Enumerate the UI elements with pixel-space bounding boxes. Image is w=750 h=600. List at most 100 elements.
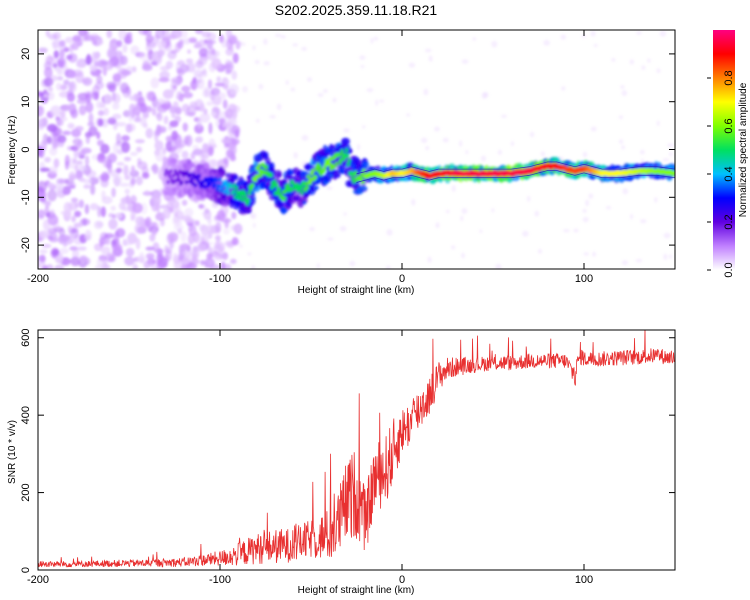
noise-blob: [274, 33, 282, 37]
noise-blob: [124, 188, 130, 195]
ridge-core: [337, 152, 342, 157]
noise-blob: [135, 146, 143, 153]
noise-blob: [64, 154, 70, 166]
noise-blob: [196, 73, 208, 78]
ridge-core: [197, 174, 201, 179]
ridge-core: [345, 153, 350, 159]
noise-blob: [316, 263, 320, 269]
noise-blob: [622, 188, 629, 195]
noise-blob: [54, 264, 65, 269]
noise-blob: [255, 118, 260, 124]
noise-blob: [110, 205, 116, 211]
noise-blob: [69, 70, 77, 79]
noise-blob: [668, 151, 673, 157]
snr-y-tick-label: 400: [20, 406, 32, 424]
noise-blob: [151, 96, 158, 108]
noise-blob: [472, 37, 477, 41]
noise-blob: [151, 107, 157, 116]
noise-blob: [192, 144, 199, 150]
spectrogram-x-tick-label: -200: [27, 273, 49, 285]
noise-blob: [179, 63, 190, 73]
noise-blob: [373, 36, 379, 41]
noise-blob: [104, 233, 115, 239]
ridge-halo: [341, 137, 351, 145]
noise-blob: [112, 73, 122, 82]
noise-blob: [194, 123, 204, 134]
noise-blob: [207, 146, 214, 157]
noise-blob: [125, 247, 135, 257]
chart-title: S202.2025.359.11.18.R21: [275, 2, 438, 18]
noise-blob: [480, 155, 487, 162]
noise-blob: [309, 226, 315, 232]
noise-blob: [184, 111, 195, 117]
noise-blob: [406, 113, 411, 117]
noise-blob: [59, 247, 69, 255]
noise-blob: [156, 112, 163, 122]
noise-blob: [229, 157, 237, 162]
noise-blob: [90, 33, 99, 39]
noise-blob: [181, 150, 189, 159]
noise-blob: [135, 237, 141, 250]
noise-blob: [222, 99, 228, 110]
noise-blob: [662, 158, 670, 162]
noise-blob: [88, 125, 98, 137]
noise-blob: [68, 82, 75, 90]
noise-blob: [479, 229, 483, 234]
noise-blob: [47, 189, 57, 202]
noise-blob: [668, 254, 673, 260]
noise-blob: [124, 175, 131, 181]
noise-blob: [204, 150, 209, 163]
noise-blob: [100, 246, 111, 255]
noise-blob: [213, 215, 218, 223]
ridge-core: [169, 168, 173, 174]
noise-blob: [42, 264, 48, 269]
ridge-core: [226, 190, 230, 196]
noise-blob: [293, 152, 299, 159]
noise-blob: [137, 96, 145, 107]
ridge-core: [269, 173, 273, 178]
ridge-core: [300, 190, 304, 195]
noise-blob: [71, 42, 79, 51]
ridge-halo: [253, 186, 261, 193]
noise-blob: [53, 140, 59, 149]
noise-blob: [460, 215, 464, 222]
noise-blob: [180, 264, 190, 269]
noise-blob: [43, 77, 54, 87]
noise-blob: [75, 60, 86, 68]
noise-blob: [332, 97, 337, 103]
noise-blob: [96, 74, 103, 84]
spectrogram-y-tick-label: -20: [20, 237, 32, 253]
noise-blob: [663, 253, 668, 261]
ridge-core: [234, 185, 239, 191]
noise-blob: [57, 186, 62, 198]
noise-blob: [39, 190, 47, 199]
spectrogram-y-tick-label: 0: [20, 146, 32, 152]
noise-blob: [326, 186, 333, 191]
noise-blob: [635, 258, 643, 263]
noise-blob: [69, 246, 78, 251]
noise-blob: [88, 177, 99, 185]
noise-blob: [62, 130, 71, 136]
noise-blob: [581, 34, 587, 38]
noise-blob: [386, 229, 393, 236]
noise-blob: [185, 58, 194, 64]
noise-blob: [202, 86, 211, 95]
ridge-core: [353, 170, 358, 176]
noise-blob: [96, 131, 101, 140]
noise-blob: [116, 161, 125, 166]
noise-blob: [258, 83, 264, 90]
noise-blob: [228, 83, 240, 95]
noise-blob: [135, 216, 145, 226]
ridge-halo: [281, 207, 287, 214]
spectrogram-y-tick-label: 20: [20, 48, 32, 60]
noise-blob: [590, 30, 596, 37]
snr-panel: -200 -100 0 100 0 200 400 600 Height of straig…: [7, 329, 676, 596]
noise-blob: [230, 258, 237, 265]
noise-blob: [90, 183, 96, 196]
noise-blob: [59, 234, 71, 242]
noise-blob: [84, 229, 92, 241]
noise-blob: [445, 209, 450, 214]
noise-blob: [423, 88, 429, 96]
snr-x-tick-label: -100: [209, 574, 231, 586]
noise-blob: [217, 92, 227, 100]
